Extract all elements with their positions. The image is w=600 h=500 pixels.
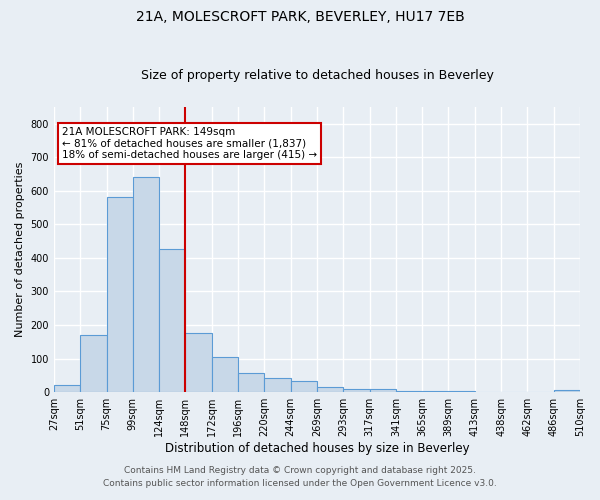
- Bar: [317, 387, 343, 392]
- Bar: [422, 390, 448, 392]
- Y-axis label: Number of detached properties: Number of detached properties: [15, 162, 25, 337]
- Bar: [448, 391, 475, 392]
- Text: 21A, MOLESCROFT PARK, BEVERLEY, HU17 7EB: 21A, MOLESCROFT PARK, BEVERLEY, HU17 7EB: [136, 10, 464, 24]
- Text: Contains HM Land Registry data © Crown copyright and database right 2025.
Contai: Contains HM Land Registry data © Crown c…: [103, 466, 497, 487]
- Bar: [396, 390, 422, 392]
- Bar: [133, 178, 159, 392]
- Bar: [80, 335, 107, 392]
- Bar: [185, 334, 212, 392]
- Title: Size of property relative to detached houses in Beverley: Size of property relative to detached ho…: [140, 69, 493, 82]
- X-axis label: Distribution of detached houses by size in Beverley: Distribution of detached houses by size …: [164, 442, 469, 455]
- Bar: [265, 378, 290, 392]
- Bar: [107, 198, 133, 392]
- Bar: [290, 382, 317, 392]
- Bar: [343, 389, 370, 392]
- Bar: [554, 390, 580, 392]
- Bar: [212, 357, 238, 392]
- Bar: [238, 373, 265, 392]
- Bar: [159, 250, 185, 392]
- Bar: [54, 386, 80, 392]
- Text: 21A MOLESCROFT PARK: 149sqm
← 81% of detached houses are smaller (1,837)
18% of : 21A MOLESCROFT PARK: 149sqm ← 81% of det…: [62, 127, 317, 160]
- Bar: [370, 389, 396, 392]
